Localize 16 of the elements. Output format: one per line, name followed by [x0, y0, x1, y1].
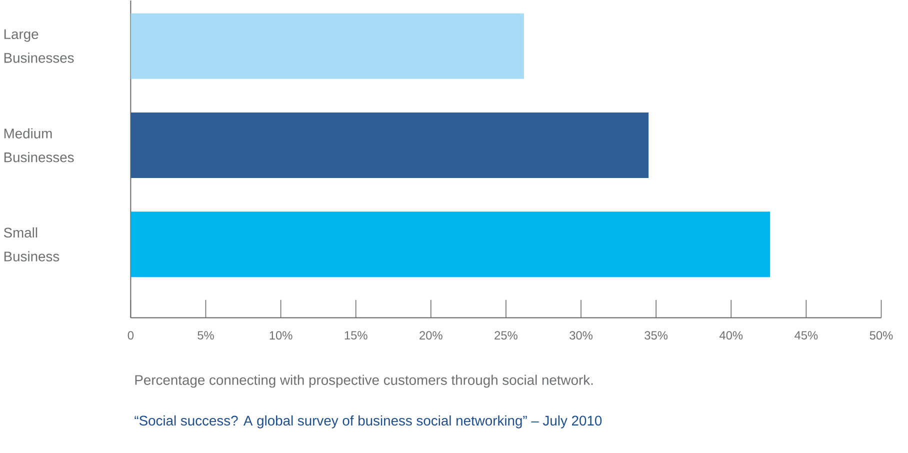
text: “Social success? A global survey of business social networking” – July 2010: [134, 416, 602, 429]
x-tick-label: 35%: [644, 331, 668, 340]
x-tick-label: 30%: [570, 331, 593, 340]
x-tick-label: 50%: [870, 331, 893, 340]
x-tick-label: 15%: [344, 331, 368, 340]
x-tick-label: 10%: [270, 331, 292, 340]
y-tick-label: Small Business: [4, 228, 60, 262]
y-tick-label: Medium Businesses: [4, 128, 74, 162]
x-tick-label: 0: [128, 331, 134, 340]
x-tick-label: 20%: [420, 331, 442, 340]
x-tick-label: 25%: [494, 331, 518, 340]
x-axis-title: Percentage connecting with prospective customers through social network.: [135, 374, 593, 388]
x-tick-label: 45%: [794, 331, 818, 340]
x-tick-label: 5%: [198, 331, 214, 340]
x-tick-label: 40%: [720, 331, 743, 340]
y-tick-label: Large Businesses: [4, 30, 74, 64]
